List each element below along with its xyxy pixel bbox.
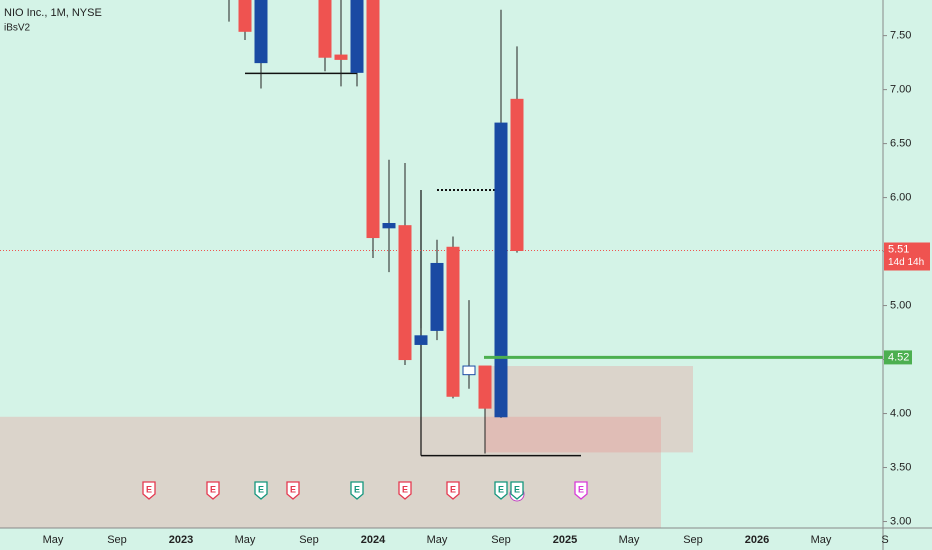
x-tick-label: 2026 — [745, 534, 769, 546]
indicator-name: iBsV2 — [4, 23, 31, 34]
x-tick-label: Sep — [299, 534, 319, 546]
last-price-bg — [884, 242, 930, 271]
candle-body — [318, 0, 332, 58]
event-label: E — [498, 484, 504, 494]
y-tick-label: 4.00 — [890, 407, 911, 419]
y-tick-label: 7.00 — [890, 84, 911, 96]
event-label: E — [290, 484, 296, 494]
candle-body — [350, 0, 364, 73]
event-marker — [494, 481, 508, 500]
event-marker — [206, 481, 220, 500]
candle-body — [398, 225, 412, 361]
y-tick-label: 7.50 — [890, 30, 911, 42]
countdown-label: 14d 14h — [888, 257, 924, 268]
y-tick-label: 3.00 — [890, 515, 911, 527]
event-marker — [286, 481, 300, 500]
candle-body — [382, 223, 396, 229]
y-tick-label: 5.00 — [890, 299, 911, 311]
event-marker — [446, 481, 460, 500]
event-label: E — [402, 484, 408, 494]
y-tick-label: 3.50 — [890, 461, 911, 473]
x-tick-label: May — [811, 534, 832, 546]
x-tick-label: May — [235, 534, 256, 546]
event-marker — [254, 481, 268, 500]
x-tick-label: Sep — [683, 534, 703, 546]
event-marker — [510, 481, 524, 500]
event-label: E — [450, 484, 456, 494]
event-marker — [574, 481, 588, 500]
event-label: E — [146, 484, 152, 494]
x-tick-label: 2024 — [361, 534, 386, 546]
x-tick-label: 2025 — [553, 534, 577, 546]
event-label: E — [514, 484, 520, 494]
event-label: E — [210, 484, 216, 494]
candle-body — [430, 262, 444, 331]
x-tick-label: Sep — [107, 534, 127, 546]
candle-body — [494, 122, 508, 418]
x-tick-label: Sep — [491, 534, 511, 546]
candle-body — [366, 0, 380, 239]
event-marker — [398, 481, 412, 500]
x-tick-label: S — [881, 534, 888, 546]
x-tick-label: May — [43, 534, 64, 546]
candle-body — [254, 0, 268, 64]
zone — [485, 366, 693, 453]
x-tick-label: 2023 — [169, 534, 193, 546]
candle-body — [414, 335, 428, 345]
x-tick-label: May — [619, 534, 640, 546]
candle-body — [510, 98, 524, 252]
candle-body — [446, 246, 460, 397]
event-marker — [142, 481, 156, 500]
candle-body — [462, 365, 476, 376]
candle-body — [478, 365, 492, 409]
event-marker — [350, 481, 364, 500]
event-label: E — [578, 484, 584, 494]
x-tick-label: May — [427, 534, 448, 546]
candle-body — [238, 0, 252, 32]
level-label-bg — [884, 350, 912, 365]
chart-title: NIO Inc., 1M, NYSE — [4, 7, 102, 19]
y-tick-label: 6.00 — [890, 192, 911, 204]
plot-area — [0, 0, 883, 528]
zone — [0, 416, 661, 528]
event-label: E — [354, 484, 360, 494]
last-price-label: 5.51 — [888, 243, 909, 255]
y-tick-label: 6.50 — [890, 138, 911, 150]
event-label: E — [258, 484, 264, 494]
level-label: 4.52 — [888, 351, 909, 363]
candle-body — [334, 54, 348, 60]
